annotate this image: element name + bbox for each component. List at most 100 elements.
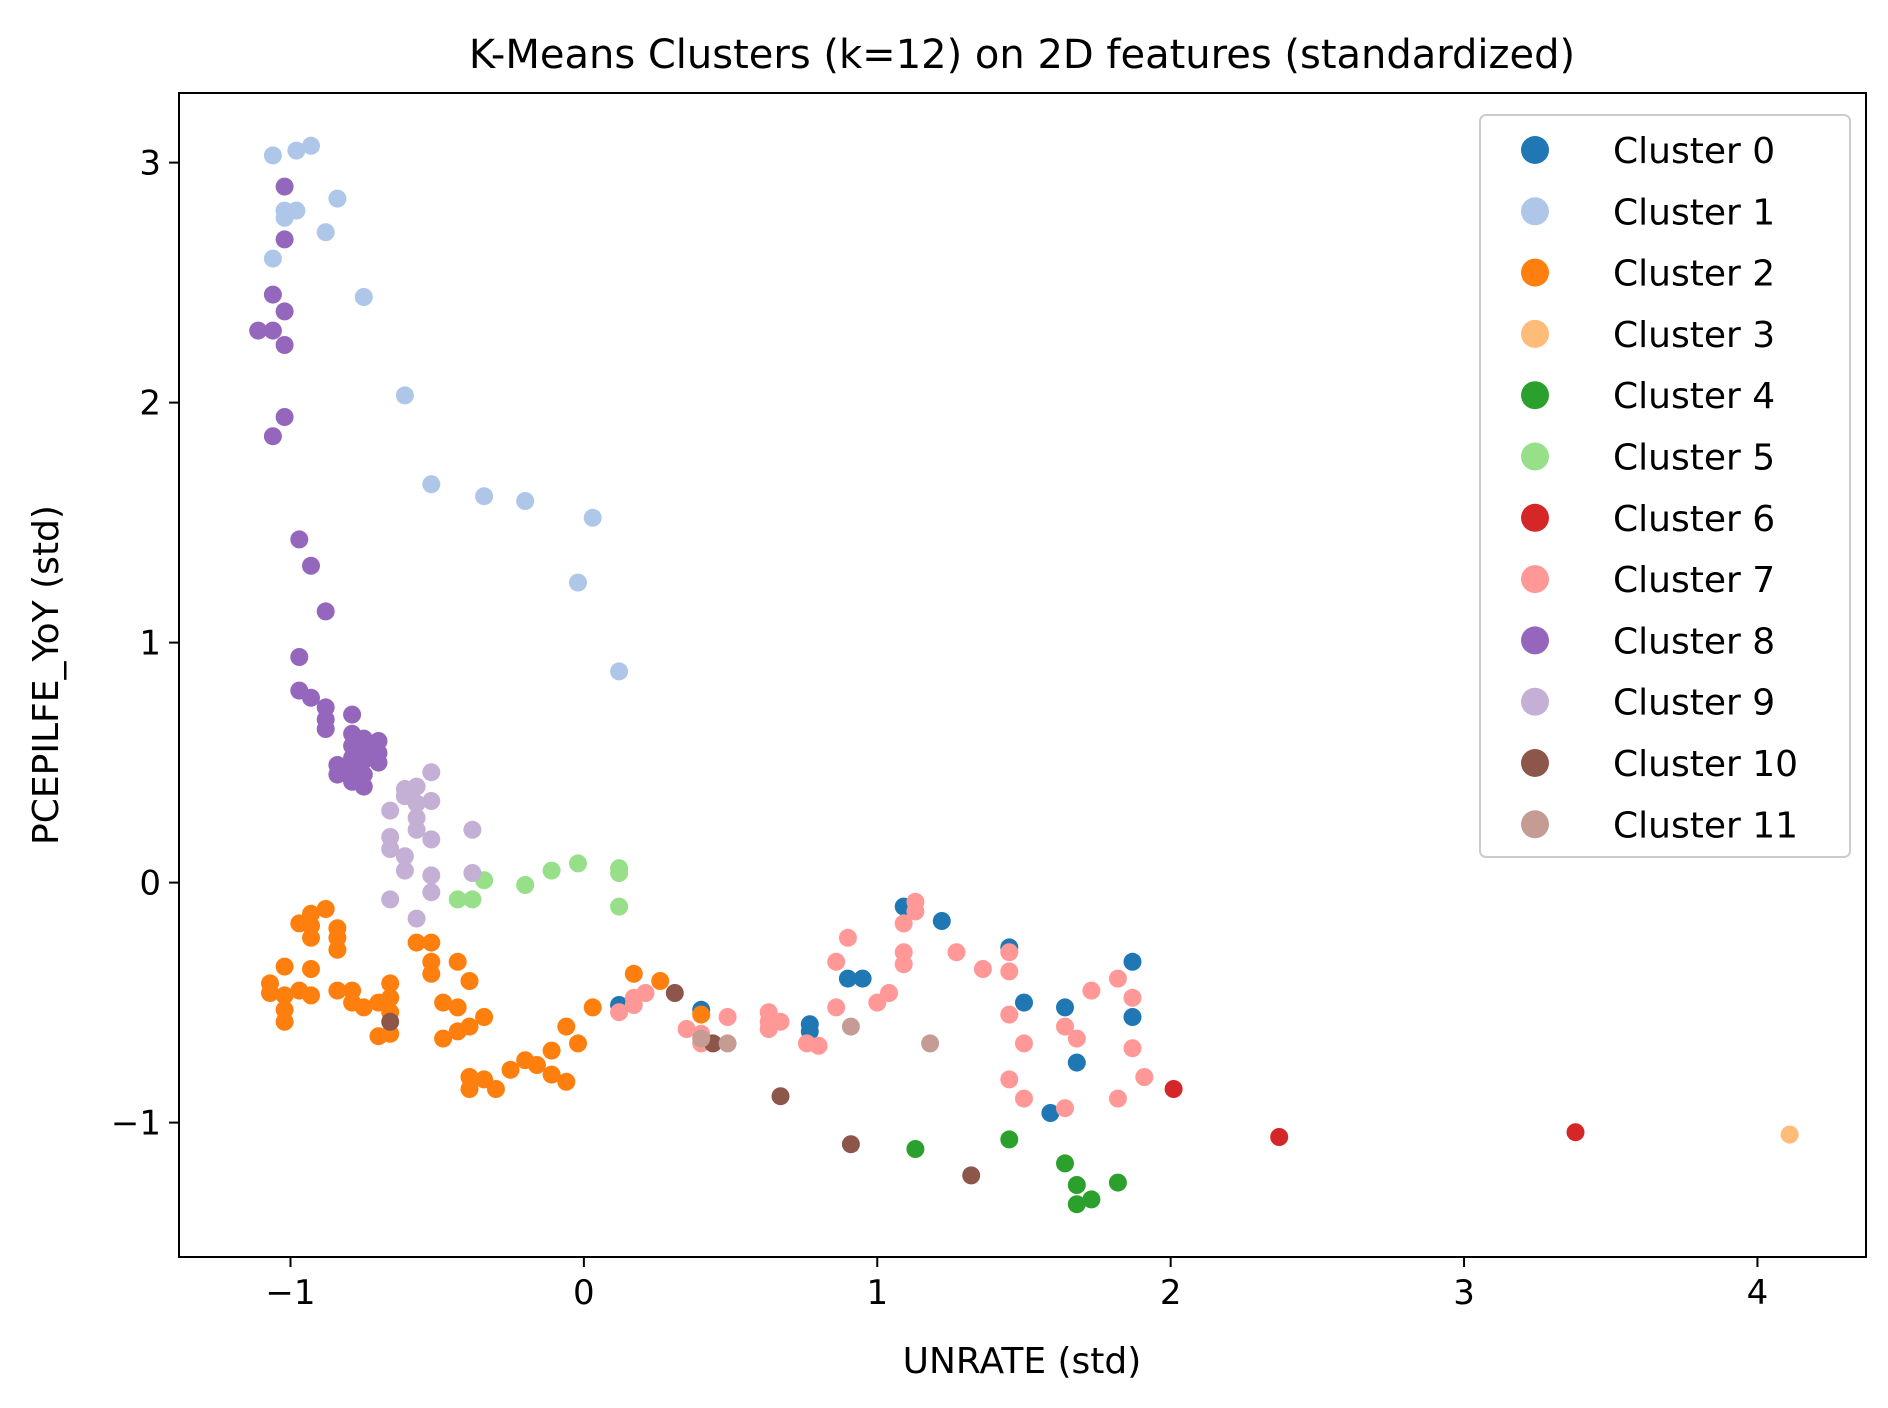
point-cluster-2-51 — [583, 998, 602, 1017]
point-cluster-2-1 — [261, 984, 279, 1002]
y-axis-label: PCEPILFE_YoY (std) — [26, 505, 67, 845]
point-cluster-7-4 — [894, 955, 913, 974]
x-tick-label: 0 — [573, 1273, 595, 1313]
point-cluster-9-16 — [463, 864, 482, 882]
legend-item: Cluster 0 — [1521, 131, 1775, 172]
x-tick-label: 2 — [1160, 1273, 1182, 1313]
y-tick-label: 2 — [139, 384, 161, 424]
point-cluster-2-52 — [624, 964, 643, 983]
point-cluster-7-12 — [1000, 943, 1019, 962]
point-cluster-0-6 — [1123, 1008, 1142, 1026]
legend-marker — [1521, 749, 1549, 777]
legend-label: Cluster 9 — [1613, 683, 1775, 724]
legend-marker — [1521, 136, 1549, 164]
point-cluster-10-5 — [962, 1166, 981, 1185]
point-cluster-7-15 — [1015, 1034, 1033, 1053]
point-cluster-11-0 — [692, 1029, 711, 1048]
y-tick-label: 1 — [139, 624, 161, 664]
point-cluster-9-17 — [422, 883, 441, 902]
point-cluster-1-16 — [610, 662, 629, 681]
legend-label: Cluster 8 — [1613, 621, 1775, 662]
point-cluster-9-4 — [422, 763, 441, 782]
point-cluster-7-10 — [947, 943, 966, 962]
point-cluster-2-33 — [448, 952, 467, 971]
point-cluster-7-11 — [973, 960, 992, 978]
point-cluster-6-2 — [1566, 1123, 1585, 1142]
point-cluster-8-10 — [302, 556, 320, 575]
point-cluster-2-32 — [434, 1029, 453, 1048]
point-cluster-2-17 — [328, 981, 347, 1000]
point-cluster-2-39 — [460, 1080, 479, 1098]
point-cluster-8-11 — [316, 602, 335, 621]
point-cluster-8-2 — [263, 285, 282, 304]
point-cluster-9-3 — [407, 794, 426, 813]
point-cluster-10-1 — [665, 984, 684, 1002]
point-cluster-1-6 — [275, 208, 294, 227]
legend-item: Cluster 8 — [1521, 621, 1775, 662]
point-cluster-7-18 — [1082, 981, 1101, 1000]
series-cluster-3 — [1780, 1125, 1799, 1144]
point-cluster-0-9 — [838, 969, 857, 988]
point-cluster-1-8 — [263, 249, 282, 268]
legend-label: Cluster 0 — [1613, 131, 1775, 172]
legend-item: Cluster 6 — [1521, 499, 1775, 540]
point-cluster-9-12 — [395, 847, 414, 866]
y-tick-label: 3 — [139, 144, 161, 184]
point-cluster-9-11 — [381, 840, 400, 858]
point-cluster-8-4 — [263, 321, 282, 340]
point-cluster-7-13 — [1000, 962, 1019, 981]
point-cluster-1-0 — [263, 146, 282, 165]
point-cluster-2-2 — [275, 957, 294, 976]
point-cluster-2-20 — [354, 998, 373, 1017]
point-cluster-1-11 — [422, 475, 441, 494]
point-cluster-1-1 — [287, 141, 306, 160]
legend-item: Cluster 1 — [1521, 192, 1775, 233]
point-cluster-6-0 — [1164, 1080, 1183, 1098]
legend-label: Cluster 1 — [1613, 192, 1775, 233]
point-cluster-4-6 — [1067, 1195, 1086, 1214]
point-cluster-8-0 — [275, 177, 294, 196]
series-cluster-7 — [610, 892, 1154, 1118]
point-cluster-8-17 — [316, 720, 335, 738]
point-cluster-1-14 — [583, 508, 602, 527]
point-cluster-7-23 — [1108, 1089, 1127, 1108]
point-cluster-0-5 — [1123, 952, 1142, 971]
point-cluster-1-7 — [316, 223, 335, 242]
legend-label: Cluster 10 — [1613, 744, 1798, 785]
point-cluster-7-36 — [677, 1020, 696, 1038]
series-cluster-2 — [261, 900, 711, 1098]
point-cluster-7-21 — [1123, 1039, 1142, 1058]
point-cluster-1-10 — [395, 386, 414, 405]
point-cluster-4-3 — [1067, 1176, 1086, 1194]
legend-label: Cluster 7 — [1613, 560, 1775, 601]
y-axis-ticks: −1 0 1 2 3 — [111, 144, 179, 1144]
point-cluster-7-6 — [827, 952, 846, 971]
point-cluster-0-10 — [853, 969, 872, 988]
point-cluster-8-28 — [354, 777, 373, 796]
point-cluster-2-54 — [692, 1005, 711, 1024]
point-cluster-8-18 — [343, 705, 362, 724]
point-cluster-8-7 — [275, 408, 294, 426]
point-cluster-2-46 — [542, 1041, 561, 1060]
point-cluster-5-4 — [542, 861, 561, 880]
point-cluster-11-3 — [921, 1034, 940, 1053]
point-cluster-7-25 — [1015, 1089, 1033, 1108]
legend-marker — [1521, 442, 1549, 471]
series-cluster-8 — [249, 177, 388, 796]
point-cluster-2-50 — [569, 1034, 587, 1053]
point-cluster-9-13 — [395, 861, 414, 880]
point-cluster-7-40 — [610, 1003, 629, 1022]
point-cluster-0-1 — [932, 912, 951, 930]
point-cluster-7-5 — [838, 928, 857, 947]
legend-frame — [1479, 114, 1851, 858]
point-cluster-8-1 — [275, 230, 294, 249]
point-cluster-7-39 — [624, 996, 643, 1014]
point-cluster-2-31 — [434, 993, 453, 1012]
point-cluster-2-34 — [448, 998, 467, 1017]
point-cluster-8-5 — [249, 321, 268, 340]
point-cluster-7-32 — [759, 1020, 778, 1038]
legend-marker — [1521, 810, 1549, 839]
legend-label: Cluster 3 — [1613, 315, 1775, 356]
point-cluster-2-12 — [302, 986, 320, 1005]
